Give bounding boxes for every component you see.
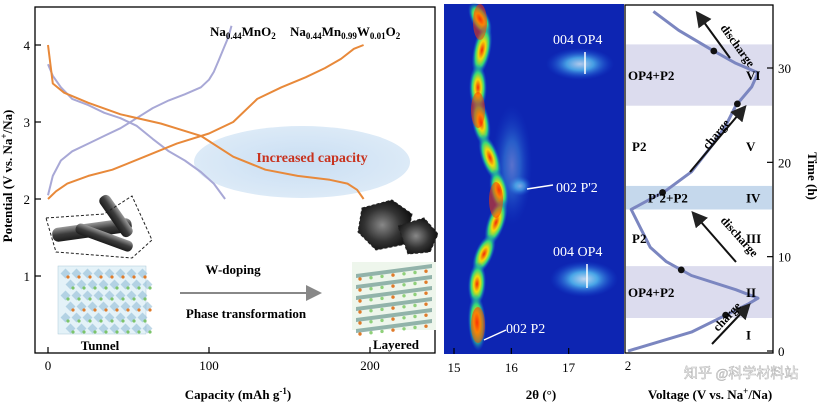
right-axes-frame — [624, 4, 774, 354]
phase-label: OP4+P2 — [628, 68, 674, 83]
curve-marker — [733, 100, 741, 108]
increased-capacity-label: Increased capacity — [256, 151, 367, 166]
curve-marker — [659, 189, 666, 196]
right-y-tick-label: 0 — [778, 344, 785, 359]
heatmap-x-axis-label: 2θ (°) — [526, 387, 556, 402]
region-roman-numeral: III — [746, 231, 761, 246]
phase-label: P'2+P2 — [648, 191, 688, 206]
heatmap-x-tick-label: 15 — [448, 360, 461, 375]
left-y-tick-label: 4 — [24, 38, 31, 53]
region-roman-numeral: VI — [746, 68, 760, 83]
left-chart-panel: 0 100 200 1 2 3 4 Na0.44MnO2 Na0.44Mn0.99W0.01… — [0, 6, 439, 402]
legend-na044mno2: Na0.44MnO2 — [210, 24, 276, 41]
phase-label: OP4+P2 — [628, 285, 674, 300]
region-roman-numeral: I — [746, 327, 751, 342]
op4-glow-bottom — [550, 261, 618, 297]
curve-marker — [710, 47, 718, 55]
watermark: 知乎 @科学材料站 — [684, 365, 798, 382]
left-x-tick-label: 0 — [45, 358, 52, 373]
xrd-heatmap-panel: 004 OP4 002 P'2 004 OP4 002 P2 15 16 17 2θ… — [444, 2, 624, 402]
op4-glow-top — [546, 48, 614, 80]
tunnel-label: Tunnel — [81, 338, 120, 353]
right-y-tick-label: 20 — [778, 155, 791, 170]
label-004-op4-top: 004 OP4 — [553, 33, 602, 48]
p2-peak-trace — [467, 2, 509, 351]
right-ticks: 0 10 20 30 2 — [625, 61, 791, 373]
left-y-tick-label: 3 — [24, 115, 31, 130]
left-y-axis-label: Potential (V vs. Na+/Na) — [0, 110, 15, 243]
phase-label: P2 — [632, 139, 646, 154]
w-doping-label: W-doping — [205, 262, 261, 277]
left-x-tick-label: 100 — [199, 358, 219, 373]
right-y-tick-label: 10 — [778, 250, 791, 265]
legend-na044mn099w001o2: Na0.44Mn0.99W0.01O2 — [290, 24, 401, 41]
na044mno2-charge-curve — [47, 25, 233, 196]
phase-region-band — [626, 44, 772, 106]
region-roman-numeral: V — [746, 139, 756, 154]
increased-capacity-highlight — [194, 126, 410, 198]
right-y-tick-label: 30 — [778, 61, 791, 76]
right-x-tick-label: 2 — [625, 358, 632, 373]
region-roman-numeral: II — [746, 285, 756, 300]
layered-crystal-structure — [352, 262, 436, 336]
right-y-axis-label: Time (h) — [805, 152, 820, 200]
heatmap-x-tick-label: 17 — [562, 360, 576, 375]
layered-label: Layered — [373, 337, 420, 352]
voltage-time-curve — [627, 10, 760, 353]
right-x-axis-label: Voltage (V vs. Na+/Na) — [648, 386, 772, 402]
label-002-p2prime: 002 P'2 — [556, 181, 598, 196]
tunnel-rods-illustration — [45, 194, 153, 259]
na044mn099w001o2-discharge-curve — [47, 44, 365, 200]
left-axes-frame — [34, 6, 436, 354]
heatmap-ticks: 15 16 17 — [448, 348, 576, 375]
region-roman-numeral: IV — [746, 191, 761, 206]
left-x-tick-label: 200 — [360, 358, 380, 373]
left-curves — [47, 25, 365, 200]
left-x-axis-label: Capacity (mAh g-1) — [185, 386, 291, 402]
heatmap-x-tick-label: 16 — [505, 360, 519, 375]
curve-marker — [677, 266, 685, 274]
label-002-p2: 002 P2 — [506, 322, 545, 337]
phase-transformation-label: Phase transformation — [186, 306, 307, 321]
left-y-tick-label: 2 — [24, 192, 31, 207]
na044mno2-discharge-curve — [47, 63, 226, 200]
charge-arrow-middle: charge — [689, 104, 747, 173]
tunnel-crystal-structure — [57, 265, 153, 335]
na044mn099w001o2-charge-curve — [47, 44, 364, 200]
phase-label: P2 — [632, 231, 646, 246]
layered-particles-illustration — [357, 199, 439, 255]
label-004-op4-bottom: 004 OP4 — [553, 245, 602, 260]
left-ticks: 0 100 200 1 2 3 4 — [24, 38, 380, 373]
curve-marker — [722, 311, 730, 319]
left-y-tick-label: 1 — [24, 269, 31, 284]
